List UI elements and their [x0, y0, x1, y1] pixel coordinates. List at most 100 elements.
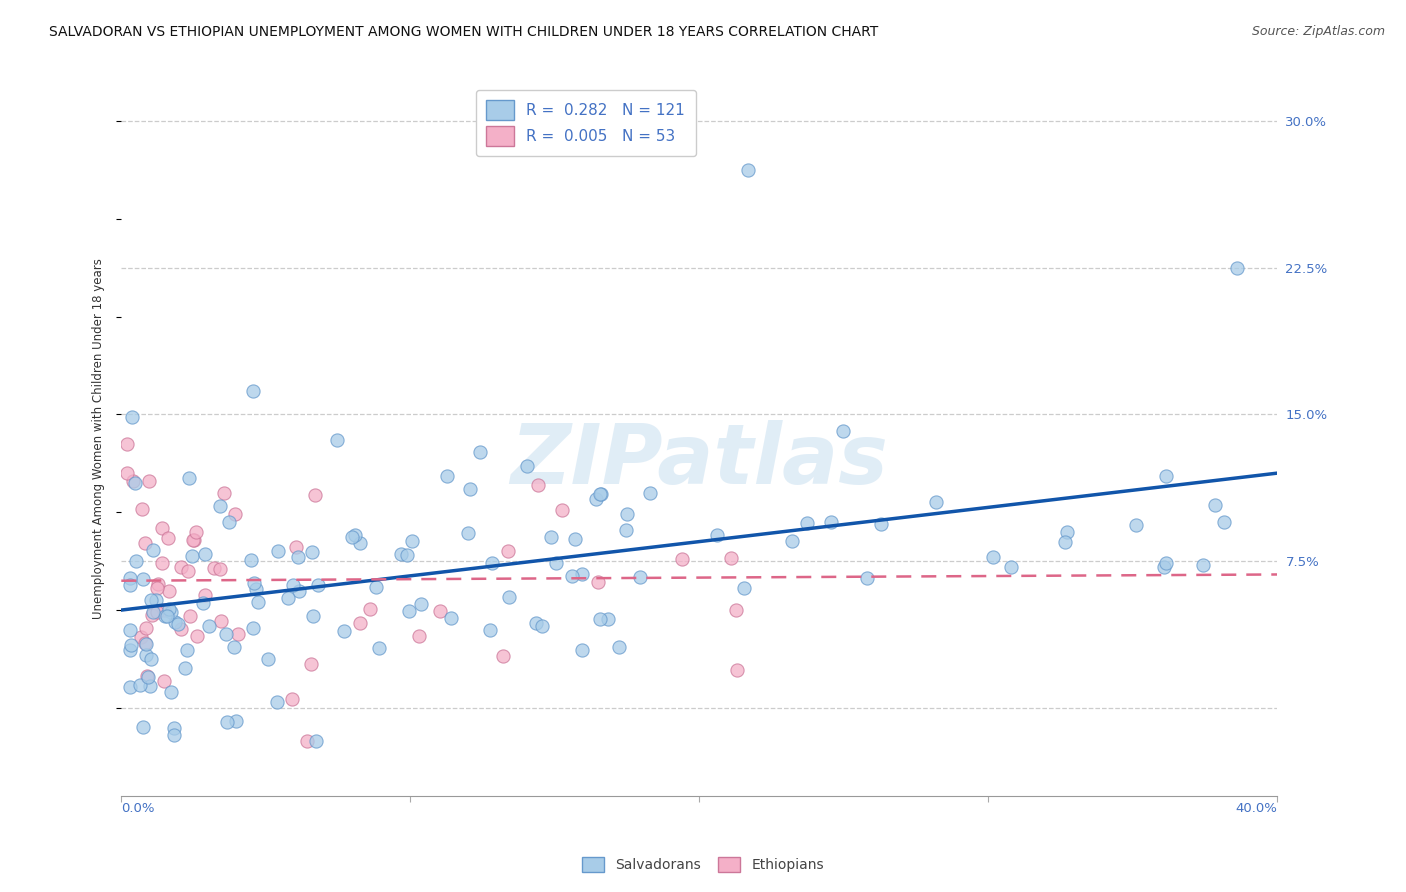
- Point: [186, 628, 208, 642]
- Point: [340, 530, 363, 544]
- Point: [208, 562, 231, 576]
- Point: [551, 503, 574, 517]
- Point: [225, 714, 247, 728]
- Point: [366, 580, 388, 594]
- Point: [209, 614, 232, 628]
- Point: [820, 515, 842, 529]
- Point: [870, 516, 893, 531]
- Legend: R =  0.282   N = 121, R =  0.005   N = 53: R = 0.282 N = 121, R = 0.005 N = 53: [475, 89, 696, 156]
- Point: [202, 560, 225, 574]
- Point: [281, 692, 304, 706]
- Point: [240, 553, 263, 567]
- Point: [1125, 517, 1147, 532]
- Point: [460, 483, 482, 497]
- Point: [855, 571, 877, 585]
- Point: [478, 623, 501, 637]
- Point: [139, 679, 162, 693]
- Point: [498, 591, 520, 605]
- Point: [526, 478, 548, 492]
- Point: [138, 475, 160, 489]
- Text: SALVADORAN VS ETHIOPIAN UNEMPLOYMENT AMONG WOMEN WITH CHILDREN UNDER 18 YEARS CO: SALVADORAN VS ETHIOPIAN UNEMPLOYMENT AMO…: [49, 25, 879, 39]
- Point: [115, 466, 138, 480]
- Point: [1056, 524, 1078, 539]
- Point: [242, 384, 264, 399]
- Point: [174, 661, 197, 675]
- Point: [516, 459, 538, 474]
- Point: [121, 410, 143, 425]
- Point: [183, 533, 205, 548]
- Point: [148, 576, 170, 591]
- Point: [326, 433, 349, 447]
- Point: [733, 581, 755, 595]
- Point: [389, 547, 412, 561]
- Point: [194, 589, 217, 603]
- Point: [181, 533, 204, 548]
- Point: [224, 508, 246, 522]
- Point: [301, 608, 323, 623]
- Point: [136, 670, 159, 684]
- Point: [135, 621, 157, 635]
- Point: [132, 720, 155, 734]
- Point: [191, 596, 214, 610]
- Point: [160, 685, 183, 699]
- Legend: Salvadorans, Ethiopians: Salvadorans, Ethiopians: [576, 852, 830, 878]
- Point: [163, 721, 186, 735]
- Point: [132, 572, 155, 586]
- Point: [737, 163, 759, 178]
- Point: [796, 516, 818, 530]
- Point: [398, 604, 420, 618]
- Point: [156, 608, 179, 623]
- Point: [1225, 260, 1247, 275]
- Point: [176, 564, 198, 578]
- Point: [531, 619, 554, 633]
- Point: [1154, 556, 1177, 570]
- Point: [546, 556, 568, 570]
- Point: [295, 734, 318, 748]
- Point: [724, 603, 747, 617]
- Point: [832, 425, 855, 439]
- Point: [307, 577, 329, 591]
- Point: [142, 605, 165, 619]
- Point: [1154, 468, 1177, 483]
- Point: [152, 673, 174, 688]
- Point: [589, 487, 612, 501]
- Point: [305, 734, 328, 748]
- Point: [429, 605, 451, 619]
- Point: [177, 471, 200, 485]
- Point: [150, 556, 173, 570]
- Point: [564, 533, 586, 547]
- Text: 40.0%: 40.0%: [1236, 802, 1277, 814]
- Point: [706, 527, 728, 541]
- Point: [457, 526, 479, 541]
- Point: [226, 626, 249, 640]
- Point: [267, 544, 290, 558]
- Point: [115, 437, 138, 451]
- Point: [359, 601, 381, 615]
- Point: [167, 617, 190, 632]
- Point: [266, 695, 288, 709]
- Point: [1000, 560, 1022, 574]
- Point: [124, 476, 146, 491]
- Point: [184, 524, 207, 539]
- Point: [118, 680, 141, 694]
- Point: [134, 536, 156, 550]
- Point: [720, 550, 742, 565]
- Point: [301, 544, 323, 558]
- Point: [181, 549, 204, 564]
- Point: [589, 487, 612, 501]
- Point: [135, 648, 157, 662]
- Point: [1204, 498, 1226, 512]
- Point: [586, 574, 609, 589]
- Point: [179, 608, 201, 623]
- Point: [492, 649, 515, 664]
- Point: [640, 486, 662, 500]
- Point: [163, 728, 186, 742]
- Point: [401, 533, 423, 548]
- Point: [283, 578, 305, 592]
- Point: [285, 540, 308, 554]
- Point: [152, 521, 174, 535]
- Point: [118, 571, 141, 585]
- Point: [571, 642, 593, 657]
- Y-axis label: Unemployment Among Women with Children Under 18 years: Unemployment Among Women with Children U…: [93, 259, 105, 619]
- Point: [217, 714, 239, 729]
